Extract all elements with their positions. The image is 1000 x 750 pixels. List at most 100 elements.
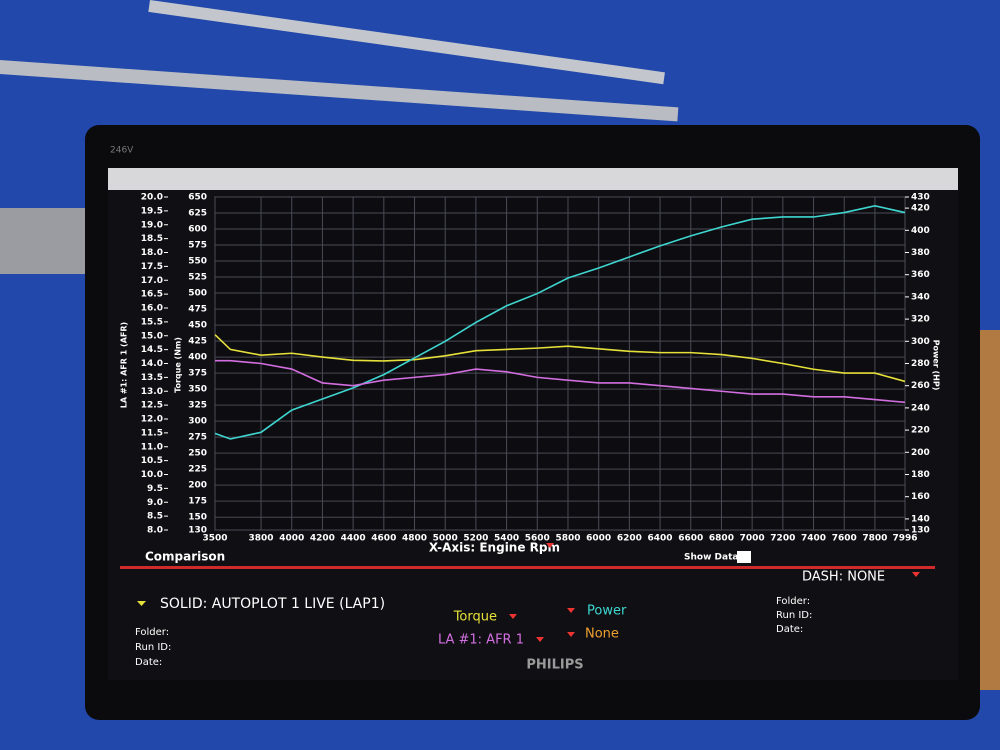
y-tick-label: 275 (188, 433, 207, 443)
y-tick-label: 130 (188, 526, 207, 536)
y3-tick-label: 12.0 (141, 415, 163, 425)
x-tick-label: 3800 (249, 534, 274, 544)
y2-tick-label: 200 (911, 448, 930, 458)
pipe (148, 0, 665, 85)
x-tick-label: 6200 (617, 534, 642, 544)
y-tick-label: 425 (188, 337, 207, 347)
y-tick-label: 625 (188, 209, 207, 219)
dropdown-arrow (137, 601, 146, 606)
y-tick-label: 575 (188, 241, 207, 251)
y-tick-label: 350 (188, 385, 207, 395)
x-tick-label: 3500 (202, 534, 227, 544)
brand: PHILIPS (526, 658, 583, 673)
y-axis-label: Torque (Nm) (174, 337, 183, 393)
x-tick-label: 5800 (555, 534, 580, 544)
y-tick-label: 250 (188, 449, 207, 459)
x-tick-label: 4000 (279, 534, 304, 544)
y3-tick-label: 11.5 (141, 428, 163, 438)
extra-channel[interactable]: None (585, 627, 619, 642)
y2-axis-label: Power (HP) (932, 340, 941, 391)
y2-tick-label: 430 (911, 193, 930, 203)
y3-tick-label: 19.5 (141, 206, 163, 216)
solid-run[interactable]: SOLID: AUTOPLOT 1 LIVE (LAP1) (160, 596, 385, 612)
y3-tick-label: 18.0 (141, 248, 163, 258)
dash-selector[interactable]: DASH: NONE (802, 570, 885, 585)
y3-tick-label: 17.5 (141, 262, 163, 272)
y3-tick-label: 14.0 (141, 359, 163, 369)
y-tick-label: 650 (188, 193, 207, 203)
y2-tick-label: 340 (911, 292, 930, 302)
y-tick-label: 600 (188, 225, 207, 235)
y2-tick-label: 240 (911, 403, 930, 413)
dropdown-arrow (546, 543, 554, 548)
y3-tick-label: 20.0 (141, 193, 163, 203)
y2-tick-label: 420 (911, 204, 930, 214)
y3-tick-label: 14.5 (141, 345, 163, 355)
dropdown-arrow (536, 637, 544, 642)
y-tick-label: 300 (188, 417, 207, 427)
y-tick-label: 550 (188, 257, 207, 267)
model: 246V (110, 146, 134, 156)
x-tick-label: 4600 (371, 534, 396, 544)
y-tick-label: 375 (188, 369, 207, 379)
legend-entry: LA #1: AFR 1 (438, 633, 524, 648)
y2-tick-label: 180 (911, 470, 930, 480)
y3-tick-label: 8.0 (147, 526, 163, 536)
y2-tick-label: 260 (911, 381, 930, 391)
comparison-label: Comparison (145, 550, 225, 564)
y3-tick-label: 16.5 (141, 290, 163, 300)
y3-tick-label: 13.5 (141, 373, 163, 383)
y-tick-label: 475 (188, 305, 207, 315)
y3-tick-label: 10.5 (141, 456, 163, 466)
plot-area (214, 196, 906, 531)
y2-tick-label: 130 (911, 526, 930, 536)
series-line (214, 205, 906, 440)
x-tick-label: 4800 (402, 534, 427, 544)
y3-tick-label: 11.0 (141, 442, 163, 452)
y-tick-label: 175 (188, 497, 207, 507)
show-data-checkbox[interactable] (737, 551, 751, 563)
y2-tick-label: 360 (911, 270, 930, 280)
dropdown-arrow (509, 614, 517, 619)
pipe (0, 60, 679, 122)
y-tick-label: 150 (188, 513, 207, 523)
x-tick-label: 5000 (433, 534, 458, 544)
x-tick-label: 7000 (740, 534, 765, 544)
y3-tick-label: 17.0 (141, 276, 163, 286)
show-data: Show Data (684, 553, 738, 563)
title-bar (108, 168, 958, 190)
legend: Torque Power LA #1: AFR 1 (438, 604, 627, 648)
y3-axis-label: LA #1: AFR 1 (AFR) (120, 322, 129, 408)
info-label: Date: (776, 624, 803, 635)
y-tick-label: 225 (188, 465, 207, 475)
x-tick-label: 6400 (648, 534, 673, 544)
y-tick-label: 525 (188, 273, 207, 283)
y3-tick-label: 9.5 (147, 484, 163, 494)
info-label: Folder: (135, 627, 169, 638)
y3-tick-label: 12.5 (141, 401, 163, 411)
y2-tick-label: 320 (911, 315, 930, 325)
y3-tick-label: 13.0 (141, 387, 163, 397)
dropdown-arrow (912, 572, 920, 577)
y3-tick-label: 19.0 (141, 220, 163, 230)
y2-tick-label: 220 (911, 426, 930, 436)
info-label: Run ID: (135, 642, 171, 653)
y2-tick-label: 400 (911, 226, 930, 236)
dropdown-arrow (567, 632, 575, 637)
y-tick-label: 500 (188, 289, 207, 299)
y2-tick-label: 280 (911, 359, 930, 369)
y3-tick-label: 8.5 (147, 512, 163, 522)
y3-tick-label: 15.5 (141, 317, 163, 327)
y-tick-label: 200 (188, 481, 207, 491)
x-tick-label: 6000 (586, 534, 611, 544)
x-tick-label: 7200 (770, 534, 795, 544)
x-tick-label: 7996 (892, 534, 917, 544)
x-tick-label: 4400 (341, 534, 366, 544)
x-tick-label: 6800 (709, 534, 734, 544)
x-tick-label: 5200 (463, 534, 488, 544)
series-line (215, 359, 906, 404)
x-tick-label: 5600 (525, 534, 550, 544)
info-label: Folder: (776, 596, 810, 607)
